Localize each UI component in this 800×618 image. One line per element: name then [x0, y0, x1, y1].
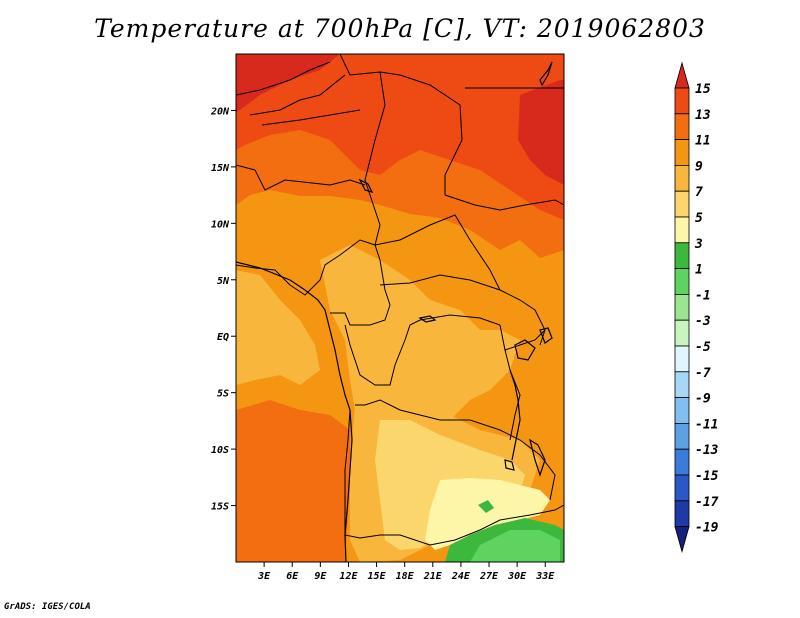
colorbar-label: -7 [695, 366, 711, 381]
lon-tick-label: 33E [535, 571, 555, 582]
lon-tick-label: 18E [396, 571, 415, 582]
colorbar-swatch [674, 293, 690, 321]
colorbar-label: -19 [695, 521, 719, 536]
colorbar-swatch [674, 164, 690, 192]
lat-tick-label: 10N [211, 219, 230, 230]
colorbar-label: 11 [695, 134, 711, 149]
colorbar: 15 13 11 9 7 5 3 1 -1 -3 -5 -7 -9 -11 -13 -15 -17 -19 [674, 61, 719, 554]
lat-tick-label: EQ [217, 332, 229, 343]
map-frame [235, 53, 565, 563]
temp-band-7-9 [320, 245, 520, 420]
colorbar-swatch [674, 87, 690, 115]
lat-tick-label: 15N [211, 163, 230, 174]
colorbar-label: -3 [695, 314, 711, 329]
colorbar-label: 9 [695, 159, 703, 174]
longitude-axis: 3E 6E 9E 12E 15E 18E 21E 24E 27E 30E 33E [257, 562, 555, 582]
temp-band-11-13-coast [236, 270, 320, 385]
colorbar-swatch [674, 397, 690, 424]
colorbar-swatch [674, 319, 690, 347]
colorbar-swatch [674, 216, 690, 244]
country-boundaries [236, 54, 564, 546]
colorbar-label: 5 [695, 211, 703, 226]
colorbar-swatch [674, 422, 690, 450]
colorbar-swatch [674, 113, 690, 141]
lat-tick-label: 20N [210, 106, 230, 117]
coastlines-and-lakes [236, 61, 553, 562]
latitude-axis: 20N 15N 10N 5N EQ 5S 10S 15S [210, 106, 236, 513]
temp-band-1-3-patch [478, 500, 494, 513]
lat-tick-label: 15S [211, 502, 229, 513]
lon-tick-label: 24E [451, 571, 471, 582]
colorbar-swatch [674, 345, 690, 373]
colorbar-label: -15 [695, 469, 719, 484]
colorbar-swatch [674, 448, 690, 476]
colorbar-label: 7 [695, 185, 703, 200]
colorbar-swatch [674, 474, 690, 502]
lon-tick-label: 3E [257, 571, 271, 582]
colorbar-label: -5 [695, 340, 711, 355]
colorbar-label: 15 [695, 82, 711, 97]
colorbar-label: -17 [695, 495, 719, 510]
lon-tick-label: 21E [423, 571, 443, 582]
temp-band-minus1-1 [470, 530, 560, 562]
colorbar-label: -1 [695, 288, 711, 303]
lat-tick-label: 5S [217, 389, 229, 400]
temp-band-3-5 [425, 478, 550, 550]
colorbar-label: 3 [694, 237, 703, 252]
colorbar-bottom-triangle [674, 526, 690, 554]
temperature-field [236, 54, 564, 562]
lon-tick-label: 6E [286, 571, 299, 582]
lon-tick-label: 12E [339, 571, 358, 582]
colorbar-swatch [674, 268, 690, 295]
grads-credit: GrADS: IGES/COLA [4, 602, 91, 612]
temp-band-above-15-northeast [518, 80, 564, 185]
lat-tick-label: 5N [217, 276, 230, 287]
colorbar-label: -11 [695, 417, 718, 432]
temp-band-11-13-southwest [236, 400, 350, 562]
colorbar-swatch [674, 242, 690, 270]
lon-tick-label: 9E [314, 571, 327, 582]
colorbar-label: 13 [695, 108, 711, 123]
colorbar-label: -9 [695, 392, 711, 407]
colorbar-swatch [674, 500, 690, 527]
colorbar-top-triangle [674, 61, 690, 89]
colorbar-swatch [674, 190, 690, 218]
colorbar-label: -13 [695, 443, 719, 458]
colorbar-swatch [674, 371, 690, 398]
colorbar-label: 1 [695, 263, 703, 278]
lon-tick-label: 27E [479, 571, 499, 582]
colorbar-swatch [674, 139, 690, 166]
lon-tick-label: 30E [507, 571, 527, 582]
lon-tick-label: 15E [368, 571, 387, 582]
chart-title: Temperature at 700hPa [C], VT: 201906280… [94, 14, 706, 43]
lat-tick-label: 10S [211, 445, 229, 456]
